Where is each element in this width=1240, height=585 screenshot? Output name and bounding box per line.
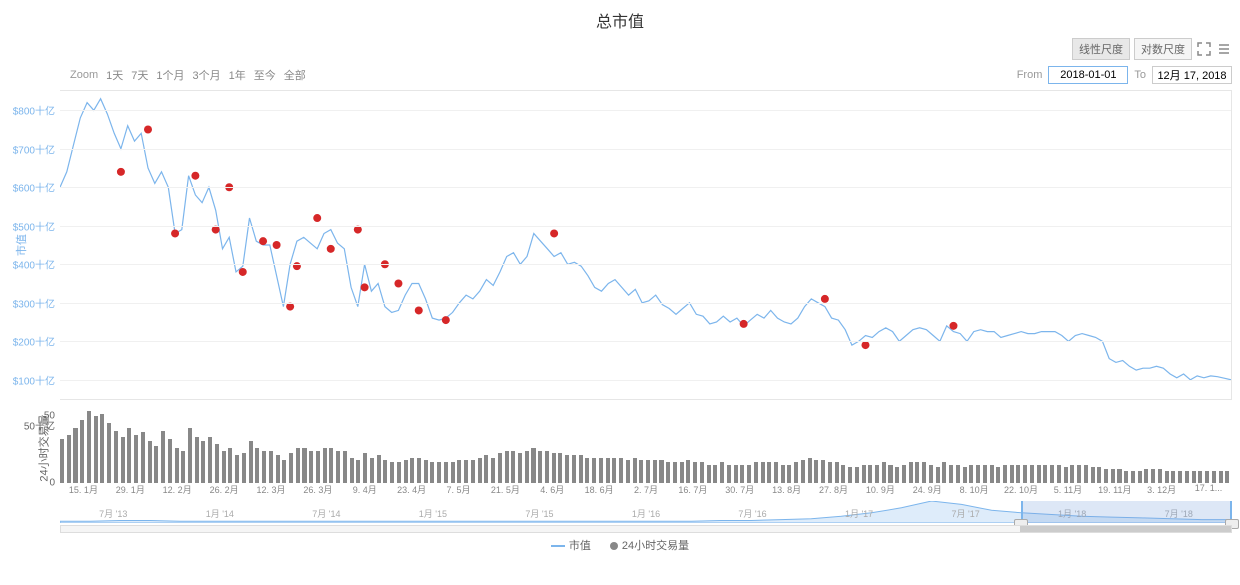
x-tick: 24. 9月 [913,483,942,496]
zoom-1年[interactable]: 1年 [229,70,246,82]
nav-tick: 7月 '14 [312,507,340,520]
x-tick: 23. 4月 [397,483,426,496]
y-tick: $700十亿 [10,141,55,156]
x-tick: 12. 2月 [163,483,192,496]
y-tick: $300十亿 [10,295,55,310]
x-tick: 16. 7月 [678,483,707,496]
date-range: From To [1017,66,1232,84]
x-tick: 8. 10月 [960,483,989,496]
scale-log-button[interactable]: 对数尺度 [1134,38,1192,60]
scale-linear-button[interactable]: 线性尺度 [1072,38,1130,60]
x-tick: 26. 2月 [210,483,239,496]
nav-tick: 1月 '17 [845,507,873,520]
zoom-7天[interactable]: 7天 [131,70,148,82]
zoom-1天[interactable]: 1天 [106,70,123,82]
x-tick: 29. 1月 [116,483,145,496]
fullscreen-icon[interactable] [1196,41,1212,57]
y-tick: $100十亿 [10,372,55,387]
legend-series-2-label: 24小时交易量 [622,540,689,552]
from-date-input[interactable] [1048,66,1128,84]
vol-y-tick: 50 [22,411,55,422]
x-tick: 5. 11月 [1054,483,1082,496]
x-tick: 30. 7月 [725,483,754,496]
y-tick: $500十亿 [10,218,55,233]
y-tick: $200十亿 [10,334,55,349]
x-tick: 19. 11月 [1098,483,1131,496]
nav-tick: 7月 '16 [738,507,766,520]
x-tick: 22. 10月 [1004,483,1038,496]
x-tick: 2. 7月 [634,483,658,496]
x-tick: 10. 9月 [866,483,895,496]
x-tick: 12. 3月 [256,483,285,496]
navigator-scrollbar-thumb[interactable] [1020,526,1231,532]
y-tick: $600十亿 [10,180,55,195]
main-chart[interactable]: 市值 $100十亿$200十亿$300十亿$400十亿$500十亿$600十亿$… [60,90,1232,400]
x-tick: 4. 6月 [540,483,564,496]
navigator[interactable]: 7月 '13 1月 '14 7月 '14 1月 '15 7月 '15 1月 '16 7月 '… [60,501,1232,533]
volume-chart[interactable]: 24小时交易量 15. 1月29. 1月12. 2月26. 2月12. 3月26… [60,400,1232,495]
zoom-label: Zoom [70,69,98,81]
nav-tick: 7月 '13 [99,507,127,520]
nav-tick: 7月 '17 [952,507,980,520]
y-tick: $400十亿 [10,257,55,272]
nav-tick: 1月 '16 [632,507,660,520]
nav-tick: 1月 '14 [206,507,234,520]
zoom-3个月[interactable]: 3个月 [193,70,221,82]
zoom-1个月[interactable]: 1个月 [156,70,184,82]
legend-series-2[interactable]: 24小时交易量 [610,540,689,552]
range-row: Zoom 1天 7天 1个月 3个月 1年至今全部 From To [0,62,1240,90]
x-tick: 7. 5月 [446,483,470,496]
legend: 市值 24小时交易量 [0,533,1240,555]
line-swatch-icon [551,545,565,547]
menu-icon[interactable] [1216,41,1232,57]
chart-title: 总市值 [0,0,1240,36]
dot-swatch-icon [610,542,618,550]
navigator-scrollbar[interactable] [60,525,1232,533]
vol-y-tick: 0 [22,478,55,489]
zoom-buttons: Zoom 1天 7天 1个月 3个月 1年至今全部 [70,67,314,83]
to-date-input[interactable] [1152,66,1232,84]
to-label: To [1134,69,1146,81]
legend-series-1-label: 市值 [569,540,591,552]
legend-series-1[interactable]: 市值 [551,540,594,552]
y-tick: $800十亿 [10,103,55,118]
x-tick: 15. 1月 [69,483,98,496]
from-label: From [1017,69,1043,81]
x-tick: 13. 8月 [772,483,801,496]
x-tick: 27. 8月 [819,483,848,496]
x-tick: 17. 1... [1195,483,1223,493]
x-tick: 18. 6月 [585,483,614,496]
y-axis-label: 市值 [13,234,29,256]
zoom-至今[interactable]: 至今 [254,70,276,82]
x-tick: 26. 3月 [303,483,332,496]
x-tick: 3. 12月 [1147,483,1176,496]
zoom-全部[interactable]: 全部 [284,70,306,82]
x-tick: 9. 4月 [353,483,377,496]
navigator-selection[interactable] [1021,501,1232,523]
nav-tick: 7月 '15 [525,507,553,520]
scale-toolbar: 线性尺度 对数尺度 [0,36,1240,62]
x-tick: 21. 5月 [491,483,520,496]
nav-tick: 1月 '15 [419,507,447,520]
